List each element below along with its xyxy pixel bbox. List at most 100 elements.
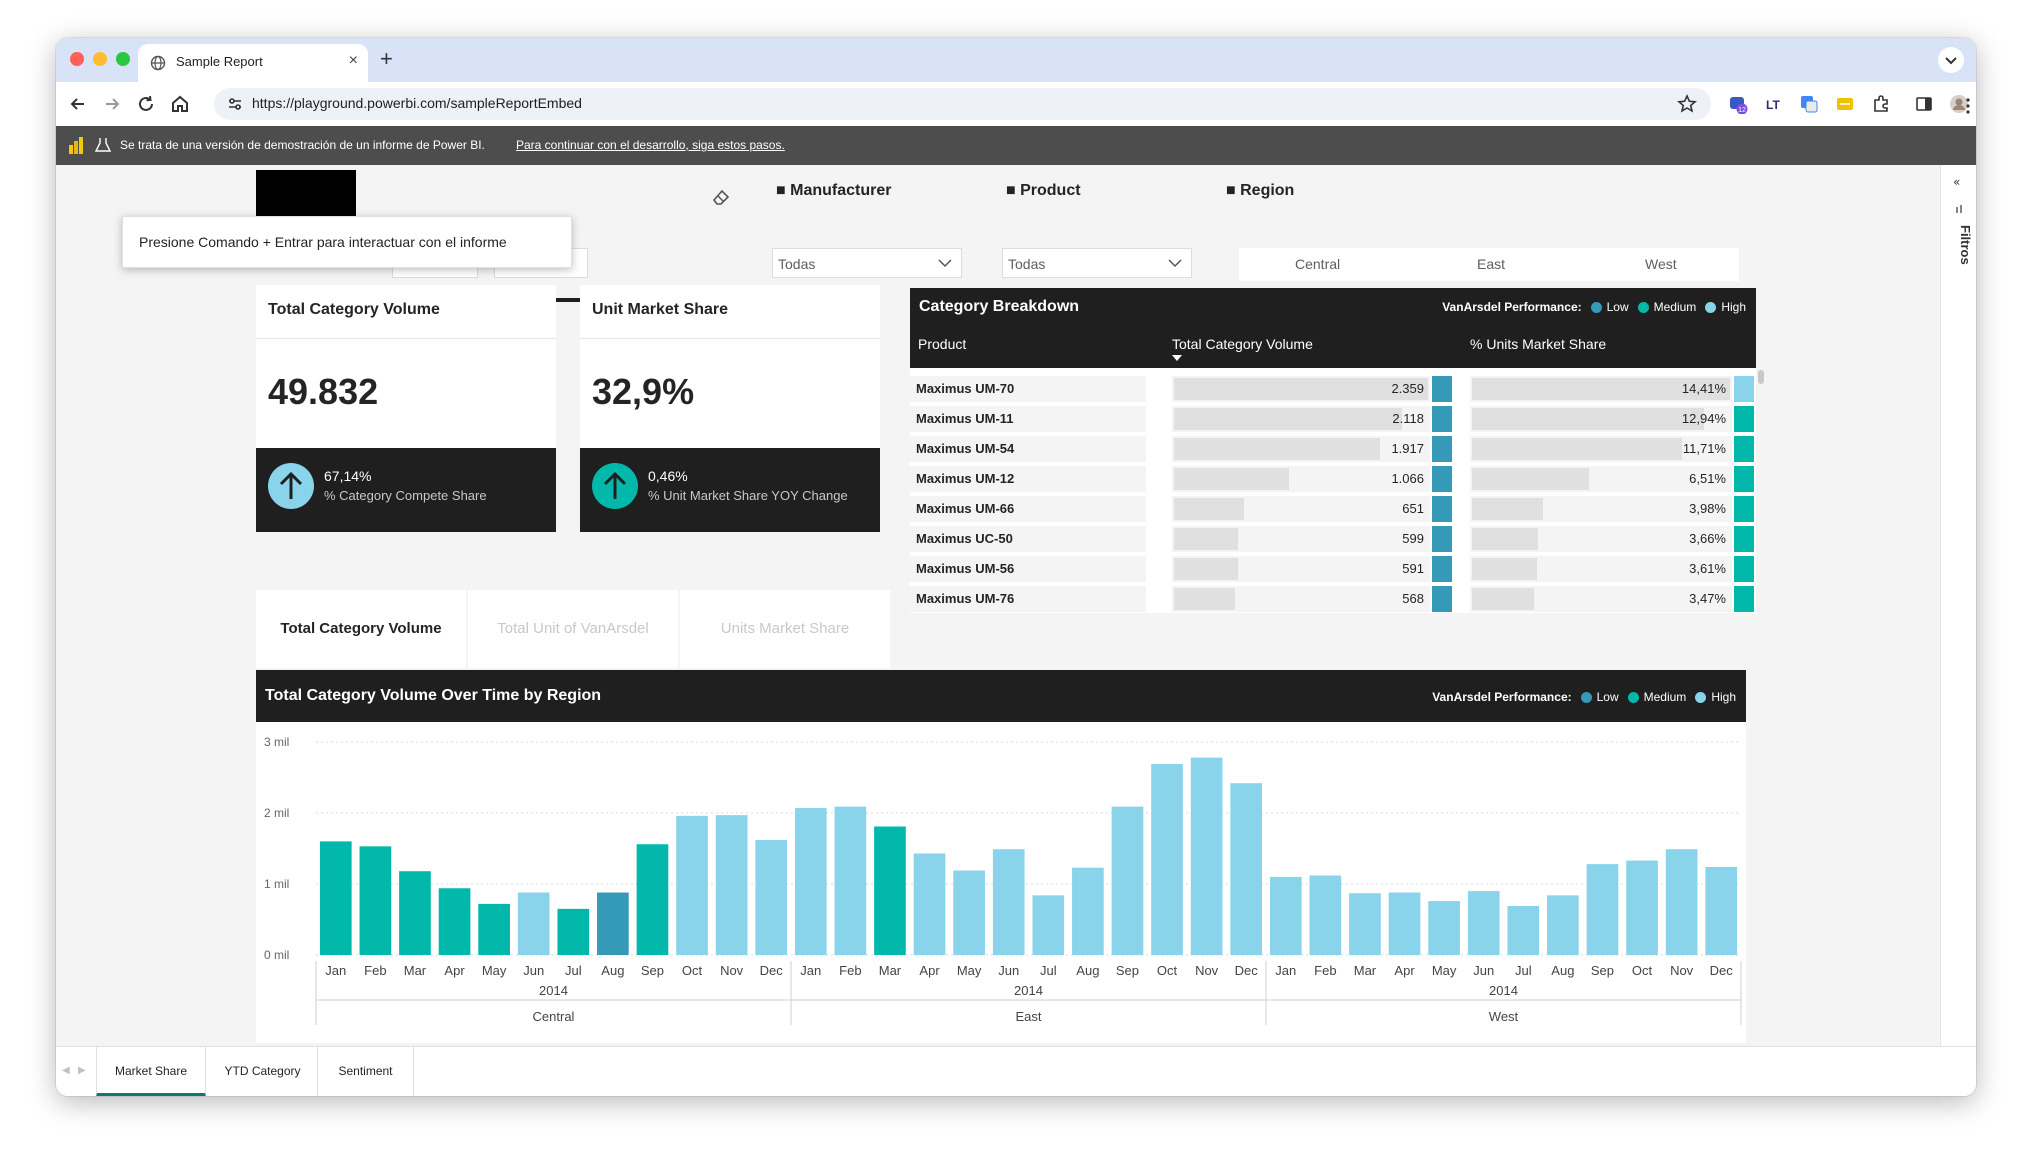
address-bar[interactable]: https://playground.powerbi.com/sampleRep… [214, 88, 1711, 120]
x-tick-label: Jan [325, 963, 346, 978]
column-header-product[interactable]: Product [918, 336, 967, 352]
back-icon[interactable] [66, 92, 90, 116]
legend-dot-low [1590, 301, 1602, 313]
volume-performance-indicator [1432, 586, 1452, 612]
x-tick-label: Aug [1076, 963, 1099, 978]
table-row[interactable]: Maximus UC-50 599 3,66% [910, 523, 1756, 553]
demo-banner-link[interactable]: Para continuar con el desarrollo, siga e… [516, 138, 785, 152]
share-cell: 6,51% [1470, 466, 1732, 492]
kpi-change: 0,46% [648, 468, 688, 484]
eraser-icon[interactable] [710, 186, 732, 208]
volume-performance-indicator [1432, 436, 1452, 462]
demo-banner: Se trata de una versión de demostración … [56, 126, 1976, 165]
share-value: 3,61% [1689, 561, 1726, 576]
table-row[interactable]: Maximus UM-12 1.066 6,51% [910, 463, 1756, 493]
chevron-down-icon [1168, 259, 1182, 268]
column-header-volume[interactable]: Total Category Volume [1172, 336, 1313, 352]
page-tab-sentiment[interactable]: Sentiment [318, 1047, 414, 1096]
volume-value: 2.118 [1392, 411, 1424, 426]
page-tab-ytd-category[interactable]: YTD Category [208, 1047, 318, 1096]
filters-pane[interactable]: « Filtros [1940, 165, 1976, 1046]
volume-performance-indicator [1432, 406, 1452, 432]
minimize-window-button[interactable] [93, 52, 107, 66]
bar [557, 908, 590, 955]
region-button-central[interactable]: Central [1295, 256, 1341, 272]
puzzle-extensions-icon[interactable] [1871, 94, 1891, 114]
divider [256, 338, 556, 339]
reload-icon[interactable] [134, 92, 158, 116]
bar [1467, 891, 1500, 955]
bar [834, 806, 867, 955]
x-tick-label: Jul [1515, 963, 1532, 978]
product-dropdown[interactable]: Todas [1002, 248, 1192, 278]
legend-dot-medium [1637, 301, 1649, 313]
volume-data-bar [1174, 498, 1244, 520]
forward-icon[interactable] [100, 92, 124, 116]
home-icon[interactable] [168, 92, 192, 116]
filters-collapse-icon[interactable]: « [1953, 175, 1961, 189]
measure-tab-total-unit-vanarsdel[interactable]: Total Unit of VanArsdel [468, 590, 678, 668]
category-breakdown-table[interactable]: Category Breakdown VanArsdel Performance… [910, 288, 1756, 613]
profile-avatar[interactable] [1949, 94, 1969, 114]
bookmark-star-icon[interactable] [1677, 94, 1697, 114]
page-nav-prev-icon[interactable]: ◀ [62, 1065, 70, 1076]
share-performance-indicator [1734, 436, 1754, 462]
bar [478, 903, 510, 955]
table-row[interactable]: Maximus UM-11 2.118 12,94% [910, 403, 1756, 433]
filters-label: Filtros [1958, 225, 1973, 265]
close-window-button[interactable] [70, 52, 84, 66]
kpi-card-unit-market-share[interactable]: Unit Market Share 32,9% 0,46% % Unit Mar… [580, 285, 880, 532]
bar [517, 892, 550, 955]
x-tick-label: Dec [1710, 963, 1734, 978]
region-button-east[interactable]: East [1477, 256, 1506, 272]
bar [1705, 866, 1738, 955]
bar [359, 846, 392, 955]
filter-icon [1956, 205, 1962, 213]
browser-tab[interactable]: Sample Report × [138, 44, 368, 82]
table-row[interactable]: Maximus UM-56 591 3,61% [910, 553, 1756, 583]
notes-extension-icon[interactable] [1835, 94, 1855, 114]
bar [794, 808, 827, 955]
product-cell: Maximus UM-76 [910, 586, 1146, 612]
power-bi-logo-icon [69, 137, 83, 154]
measure-tab-total-category-volume[interactable]: Total Category Volume [256, 590, 466, 668]
zoom-window-button[interactable] [116, 52, 130, 66]
page-tab-market-share[interactable]: Market Share [96, 1047, 206, 1096]
bar [874, 826, 906, 955]
tab-search-button[interactable] [1938, 47, 1964, 73]
x-tick-label: Jan [1275, 963, 1296, 978]
translate-extension-icon[interactable]: LT [1764, 94, 1784, 114]
table-scrollbar[interactable] [1758, 370, 1764, 384]
x-tick-label: Nov [1670, 963, 1694, 978]
kpi-value: 32,9% [592, 371, 695, 412]
table-row[interactable]: Maximus UM-54 1.917 11,71% [910, 433, 1756, 463]
volume-cell: 591 [1172, 556, 1430, 582]
side-panel-icon[interactable] [1914, 94, 1934, 114]
table-row[interactable]: Maximus UM-76 568 3,47% [910, 583, 1756, 613]
bar [715, 815, 748, 955]
site-settings-icon[interactable] [226, 95, 244, 113]
kebab-menu-icon[interactable] [1948, 94, 1972, 118]
table-row[interactable]: Maximus UM-70 2.359 14,41% [910, 373, 1756, 403]
google-translate-icon[interactable] [1799, 94, 1819, 114]
manufacturer-dropdown[interactable]: Todas [772, 248, 962, 278]
tab-close-icon[interactable]: × [348, 52, 358, 69]
bar [1032, 895, 1065, 955]
legend-dot-low [1580, 691, 1592, 703]
bar [1665, 849, 1698, 955]
page-nav-next-icon[interactable]: ▶ [78, 1065, 86, 1076]
share-data-bar [1472, 438, 1682, 460]
share-data-bar [1472, 408, 1704, 430]
table-row[interactable]: Maximus UM-66 651 3,98% [910, 493, 1756, 523]
kpi-card-total-category-volume[interactable]: Total Category Volume 49.832 67,14% % Ca… [256, 285, 556, 532]
region-button-west[interactable]: West [1645, 256, 1677, 272]
volume-over-time-chart[interactable]: Total Category Volume Over Time by Regio… [256, 670, 1746, 1043]
column-header-share[interactable]: % Units Market Share [1470, 336, 1607, 352]
bar [1388, 892, 1421, 955]
sort-descending-icon [1172, 355, 1182, 361]
measure-tab-units-market-share[interactable]: Units Market Share [680, 590, 890, 668]
extension-badge-icon[interactable]: 12 [1728, 94, 1748, 114]
tab-title: Sample Report [176, 54, 263, 69]
new-tab-button[interactable]: + [380, 46, 393, 71]
volume-value: 568 [1402, 591, 1424, 606]
